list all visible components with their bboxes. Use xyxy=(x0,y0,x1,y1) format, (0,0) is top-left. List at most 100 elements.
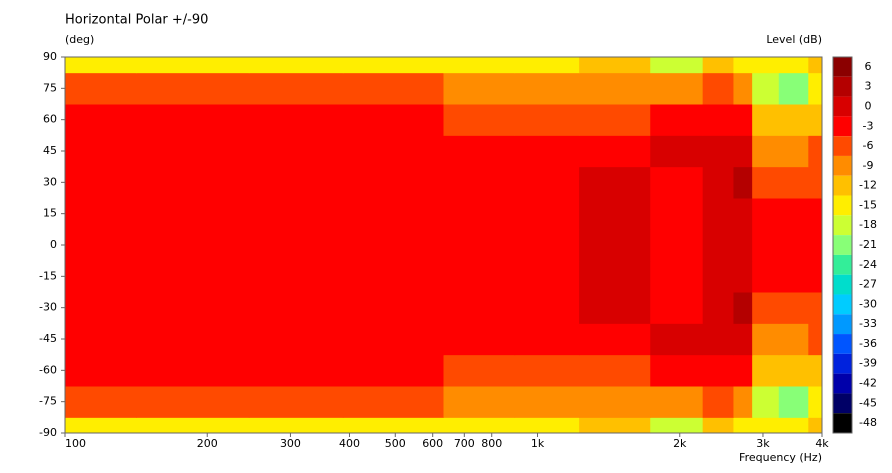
colorbar-swatch xyxy=(833,373,852,394)
cell xyxy=(702,386,734,418)
colorbar-label: Level (dB) xyxy=(766,33,822,46)
cell xyxy=(778,354,809,387)
cell xyxy=(733,72,753,105)
cell xyxy=(650,323,704,356)
cell xyxy=(650,198,704,230)
cell xyxy=(733,386,753,418)
cell xyxy=(248,417,344,434)
cell xyxy=(579,198,651,230)
cell xyxy=(778,198,809,230)
cell xyxy=(248,229,344,262)
colorbar-swatch xyxy=(833,76,852,97)
cell xyxy=(808,354,823,387)
cell xyxy=(778,57,809,74)
cell xyxy=(808,198,823,230)
cell xyxy=(248,292,344,324)
cell xyxy=(752,166,780,199)
cell xyxy=(808,323,823,356)
cell xyxy=(650,166,704,199)
cell xyxy=(808,260,823,293)
x-tick-label: 3k xyxy=(756,437,770,450)
cell xyxy=(808,104,823,136)
cell xyxy=(65,166,137,199)
cell xyxy=(778,417,809,434)
cell xyxy=(248,166,344,199)
cell xyxy=(808,417,823,434)
colorbar-label: -42 xyxy=(859,377,877,390)
cell xyxy=(248,72,344,105)
cell xyxy=(248,198,344,230)
cell xyxy=(136,166,250,199)
cell xyxy=(514,386,580,418)
cell xyxy=(778,323,809,356)
cell xyxy=(650,292,704,324)
cell xyxy=(65,72,137,105)
cell xyxy=(579,386,651,418)
colorbar-swatch xyxy=(833,155,852,176)
cell xyxy=(136,417,250,434)
cell xyxy=(702,57,734,74)
cell xyxy=(342,166,444,199)
y-tick-label: 45 xyxy=(43,144,57,157)
colorbar-swatch xyxy=(833,116,852,137)
colorbar-label: -21 xyxy=(859,238,877,251)
cell xyxy=(136,57,250,74)
cell xyxy=(342,57,444,74)
cell xyxy=(579,135,651,168)
cell xyxy=(778,260,809,293)
x-tick-label: 300 xyxy=(280,437,301,450)
colorbar-label: 3 xyxy=(865,80,872,93)
cell xyxy=(733,260,753,293)
colorbar-swatch xyxy=(833,254,852,275)
cell xyxy=(514,57,580,74)
cell xyxy=(733,354,753,387)
colorbar-swatch xyxy=(833,353,852,374)
cell xyxy=(514,166,580,199)
cell xyxy=(579,292,651,324)
cell xyxy=(702,229,734,262)
cell xyxy=(65,386,137,418)
cell xyxy=(65,417,137,434)
cell xyxy=(136,135,250,168)
cell xyxy=(650,417,704,434)
cell xyxy=(248,323,344,356)
cell xyxy=(248,354,344,387)
cell xyxy=(702,260,734,293)
cell xyxy=(342,104,444,136)
cell xyxy=(579,323,651,356)
colorbar-label: -6 xyxy=(863,139,874,152)
cell xyxy=(443,72,516,105)
cell xyxy=(579,166,651,199)
cell xyxy=(443,417,516,434)
y-tick-label: 90 xyxy=(43,50,57,63)
colorbar-label: -27 xyxy=(859,278,877,291)
colorbar-label: -18 xyxy=(859,218,877,231)
y-tick-label: -60 xyxy=(39,363,57,376)
colorbar-swatch xyxy=(833,314,852,335)
cell xyxy=(443,292,516,324)
cell xyxy=(702,166,734,199)
cell xyxy=(702,323,734,356)
cell xyxy=(650,72,704,105)
cell xyxy=(65,260,137,293)
cell xyxy=(514,354,580,387)
cell xyxy=(136,198,250,230)
colorbar-label: -48 xyxy=(859,416,877,429)
cell xyxy=(752,323,780,356)
y-tick-label: -45 xyxy=(39,332,57,345)
cell xyxy=(443,229,516,262)
colorbar-label: -45 xyxy=(859,396,877,409)
cell xyxy=(136,229,250,262)
cell xyxy=(65,198,137,230)
cell xyxy=(778,229,809,262)
x-tick-label: 500 xyxy=(385,437,406,450)
cell xyxy=(248,386,344,418)
cell xyxy=(579,229,651,262)
cell xyxy=(650,104,704,136)
cell xyxy=(443,166,516,199)
cell xyxy=(778,292,809,324)
cell xyxy=(443,260,516,293)
cell xyxy=(702,292,734,324)
colorbar-swatch xyxy=(833,136,852,156)
